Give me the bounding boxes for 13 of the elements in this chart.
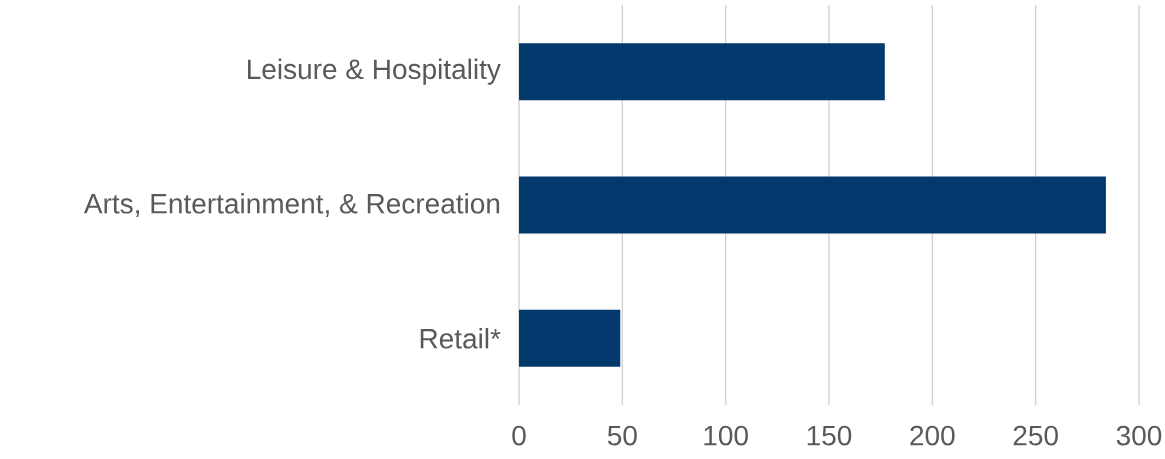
x-tick-label: 250 xyxy=(1013,425,1058,446)
bar xyxy=(519,309,621,367)
x-tick-label: 300 xyxy=(1116,425,1162,446)
x-tick-label: 200 xyxy=(910,425,955,446)
x-tick-label: 50 xyxy=(607,425,637,446)
x-tick-label: 0 xyxy=(512,425,526,446)
bar xyxy=(519,43,885,101)
y-tick-label: Leisure & Hospitality xyxy=(248,58,501,85)
y-tick-label: Arts, Entertainment, & Recreation xyxy=(83,193,500,217)
bar xyxy=(519,176,1106,234)
x-tick-label: 100 xyxy=(704,425,748,446)
y-tick-label: Retail* xyxy=(420,328,501,349)
x-tick-label: 150 xyxy=(807,425,852,446)
